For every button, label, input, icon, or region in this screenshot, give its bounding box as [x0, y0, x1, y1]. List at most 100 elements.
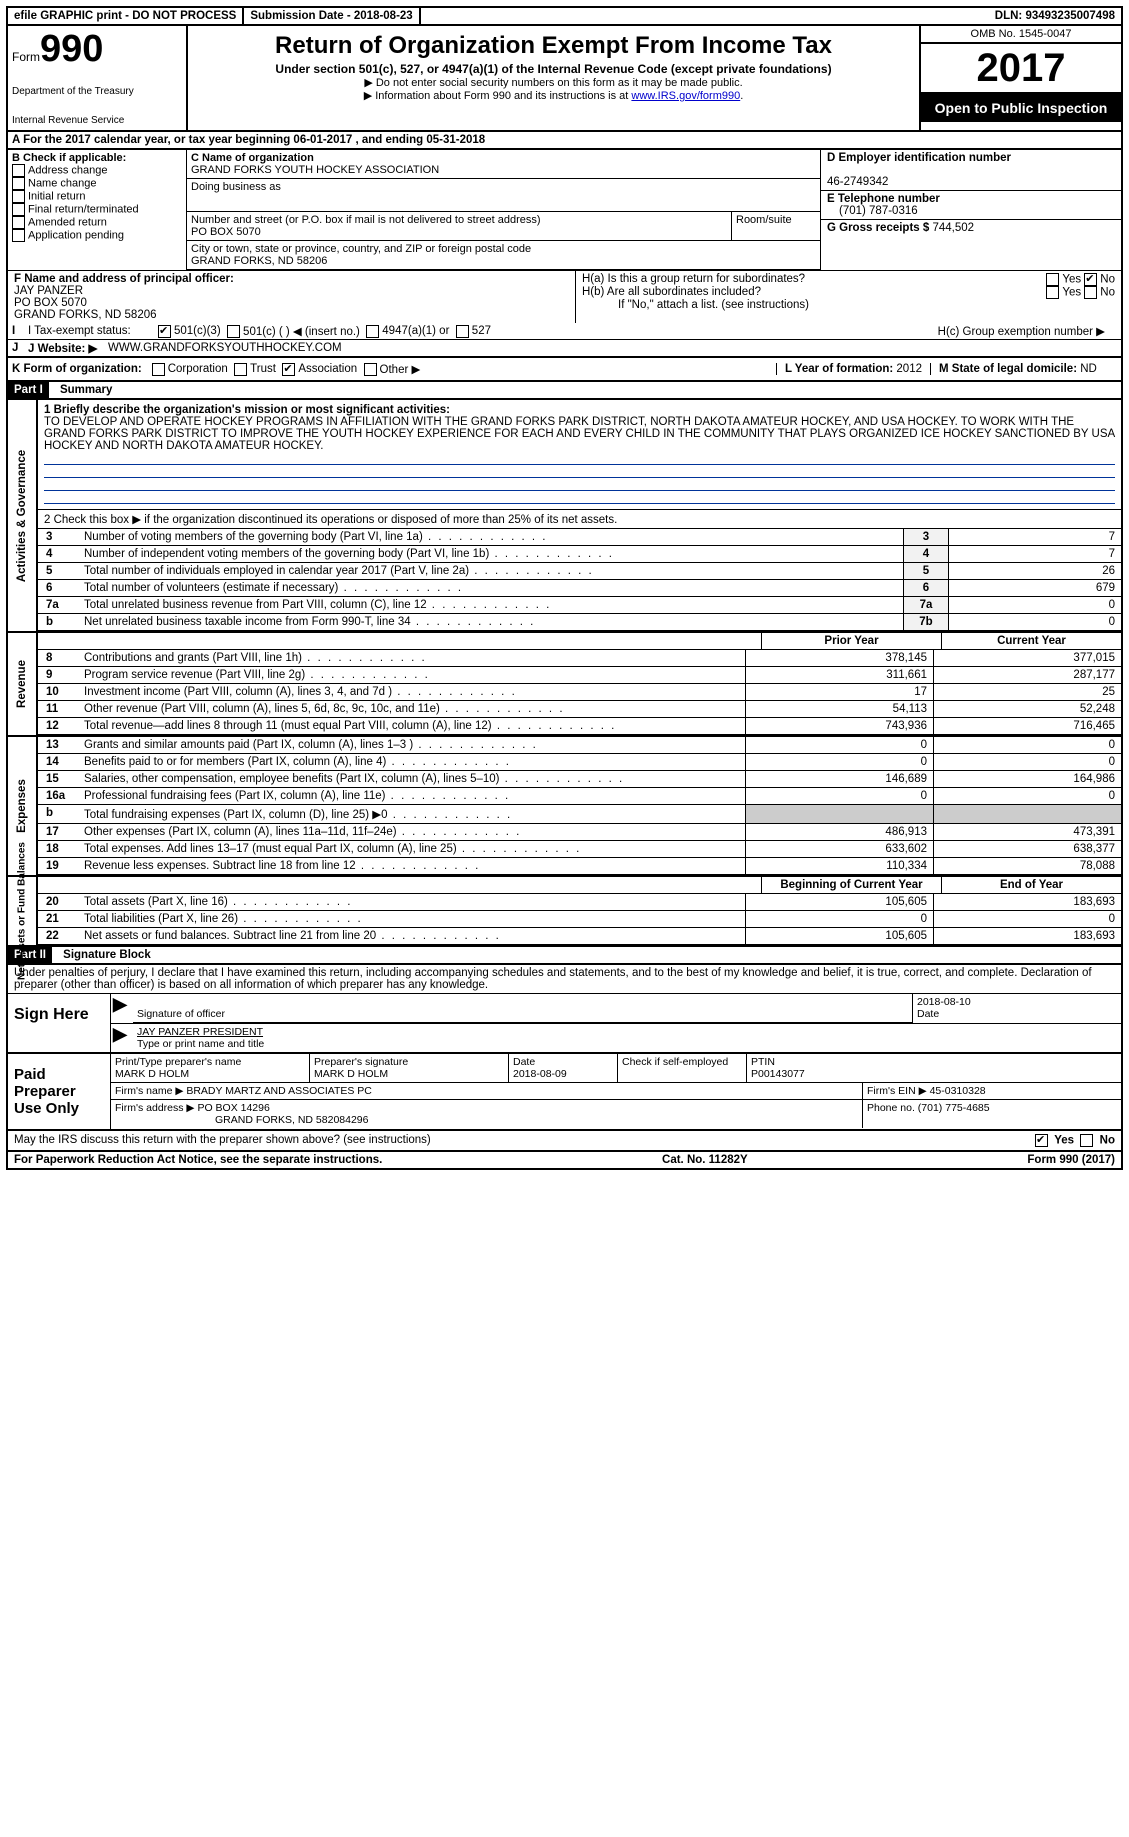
page-footer: For Paperwork Reduction Act Notice, see … — [6, 1152, 1123, 1170]
j-label: J Website: ▶ — [28, 341, 108, 355]
irs-link[interactable]: www.IRS.gov/form990 — [631, 90, 740, 102]
summary-row: 3Number of voting members of the governi… — [38, 529, 1121, 546]
l-value: 2012 — [896, 363, 922, 375]
m-label: M State of legal domicile: — [939, 363, 1080, 375]
form-page: Form 990 (2017) — [1027, 1154, 1115, 1166]
part1-header: Part I Summary — [6, 382, 1123, 400]
financial-row: 13Grants and similar amounts paid (Part … — [38, 737, 1121, 754]
chk-address-change[interactable] — [12, 164, 25, 177]
chk-initial-return[interactable] — [12, 190, 25, 203]
chk-trust[interactable] — [234, 363, 247, 376]
website-value: WWW.GRANDFORKSYOUTHHOCKEY.COM — [108, 342, 342, 354]
mission-line — [44, 492, 1115, 504]
firm-phone-value: (701) 775-4685 — [918, 1102, 990, 1114]
row-i: I I Tax-exempt status: 501(c)(3) 501(c) … — [6, 323, 1123, 340]
current-year-hdr: Current Year — [941, 633, 1121, 649]
activities-governance-section: Activities & Governance 1 Briefly descri… — [6, 400, 1123, 633]
discuss-question: May the IRS discuss this return with the… — [14, 1134, 431, 1147]
financial-row: 10Investment income (Part VIII, column (… — [38, 684, 1121, 701]
side-label-revenue: Revenue — [16, 660, 28, 708]
row-j: J J Website: ▶ WWW.GRANDFORKSYOUTHHOCKEY… — [6, 340, 1123, 358]
dept-treasury: Department of the Treasury — [12, 86, 182, 97]
gross-receipts: 744,502 — [932, 222, 974, 234]
mission-line — [44, 466, 1115, 478]
submission-date: Submission Date - 2018-08-23 — [244, 8, 420, 24]
financial-row: 19Revenue less expenses. Subtract line 1… — [38, 858, 1121, 875]
q2-discontinued: 2 Check this box ▶ if the organization d… — [44, 514, 617, 526]
ptin-label: PTIN — [751, 1056, 775, 1068]
paid-preparer: Paid Preparer Use Only — [8, 1054, 111, 1129]
e-label: E Telephone number — [827, 193, 940, 205]
mission-line — [44, 453, 1115, 465]
part2-subtitle: Signature Block — [55, 949, 151, 961]
officer-city: GRAND FORKS, ND 58206 — [14, 309, 157, 321]
form-subtitle: Under section 501(c), 527, or 4947(a)(1)… — [198, 62, 909, 76]
financial-row: 11Other revenue (Part VIII, column (A), … — [38, 701, 1121, 718]
sign-here: Sign Here — [8, 994, 111, 1052]
chk-amended[interactable] — [12, 216, 25, 229]
financial-row: 14Benefits paid to or for members (Part … — [38, 754, 1121, 771]
arrow-icon: ▶ — [111, 994, 133, 1023]
dba-label: Doing business as — [191, 181, 281, 193]
chk-hb-no[interactable] — [1084, 286, 1097, 299]
prior-year-hdr: Prior Year — [761, 633, 941, 649]
arrow-icon: ▶ — [111, 1024, 133, 1052]
summary-row: 4Number of independent voting members of… — [38, 546, 1121, 563]
side-label-expenses: Expenses — [16, 779, 28, 833]
cat-number: Cat. No. 11282Y — [662, 1154, 748, 1166]
part1-subtitle: Summary — [52, 384, 112, 396]
mission-line — [44, 479, 1115, 491]
summary-row: 5Total number of individuals employed in… — [38, 563, 1121, 580]
sig-date-value: 2018-08-10 — [917, 996, 971, 1008]
addr-value: PO BOX 5070 — [191, 226, 261, 238]
chk-501c[interactable] — [227, 325, 240, 338]
open-inspection: Open to Public Inspection — [921, 94, 1121, 122]
chk-527[interactable] — [456, 325, 469, 338]
officer-name: JAY PANZER — [14, 285, 83, 297]
org-name: GRAND FORKS YOUTH HOCKEY ASSOCIATION — [191, 164, 439, 176]
officer-addr: PO BOX 5070 — [14, 297, 87, 309]
chk-discuss-no[interactable] — [1080, 1134, 1093, 1147]
typed-name: JAY PANZER PRESIDENT — [137, 1026, 263, 1038]
section-f-h: F Name and address of principal officer:… — [6, 270, 1123, 323]
chk-4947a1[interactable] — [366, 325, 379, 338]
sig-date-label: Date — [917, 1008, 939, 1020]
chk-501c3[interactable] — [158, 325, 171, 338]
typed-name-label: Type or print name and title — [137, 1038, 264, 1050]
chk-hb-yes[interactable] — [1046, 286, 1059, 299]
column-d-e-g: D Employer identification number46-27493… — [820, 150, 1121, 270]
column-c: C Name of organizationGRAND FORKS YOUTH … — [187, 150, 820, 270]
chk-ha-no[interactable] — [1084, 273, 1097, 286]
mission-text: TO DEVELOP AND OPERATE HOCKEY PROGRAMS I… — [44, 416, 1115, 452]
h-ifno: If "No," attach a list. (see instruction… — [582, 299, 1115, 311]
city-label: City or town, state or province, country… — [191, 243, 531, 255]
m-value: ND — [1080, 363, 1097, 375]
chk-final-return[interactable] — [12, 203, 25, 216]
financial-row: 21Total liabilities (Part X, line 26)00 — [38, 911, 1121, 928]
part2-title: Part II — [8, 947, 52, 963]
hb-label: H(b) Are all subordinates included? — [582, 286, 761, 299]
top-bar: efile GRAPHIC print - DO NOT PROCESS Sub… — [6, 6, 1123, 26]
row-k-l-m: K Form of organization: Corporation Trus… — [6, 358, 1123, 382]
chk-name-change[interactable] — [12, 177, 25, 190]
phone-value: (701) 787-0316 — [827, 205, 918, 217]
d-label: D Employer identification number — [827, 152, 1011, 164]
form-word: Form — [12, 50, 40, 64]
chk-assoc[interactable] — [282, 363, 295, 376]
chk-corp[interactable] — [152, 363, 165, 376]
financial-row: 9Program service revenue (Part VIII, lin… — [38, 667, 1121, 684]
form-number: 990 — [40, 28, 103, 70]
chk-ha-yes[interactable] — [1046, 273, 1059, 286]
firm-ein-label: Firm's EIN ▶ — [867, 1085, 930, 1097]
chk-other[interactable] — [364, 363, 377, 376]
financial-row: 20Total assets (Part X, line 16)105,6051… — [38, 894, 1121, 911]
firm-addr-label: Firm's address ▶ — [115, 1102, 197, 1114]
form-header: Form990 Department of the Treasury Inter… — [6, 26, 1123, 132]
k-label: K Form of organization: — [12, 363, 142, 375]
end-year-hdr: End of Year — [941, 877, 1121, 893]
info-text: ▶ Information about Form 990 and its ins… — [364, 90, 632, 102]
omb-number: OMB No. 1545-0047 — [921, 26, 1121, 44]
prep-sig-label: Preparer's signature — [314, 1056, 408, 1068]
chk-application-pending[interactable] — [12, 229, 25, 242]
chk-discuss-yes[interactable] — [1035, 1134, 1048, 1147]
